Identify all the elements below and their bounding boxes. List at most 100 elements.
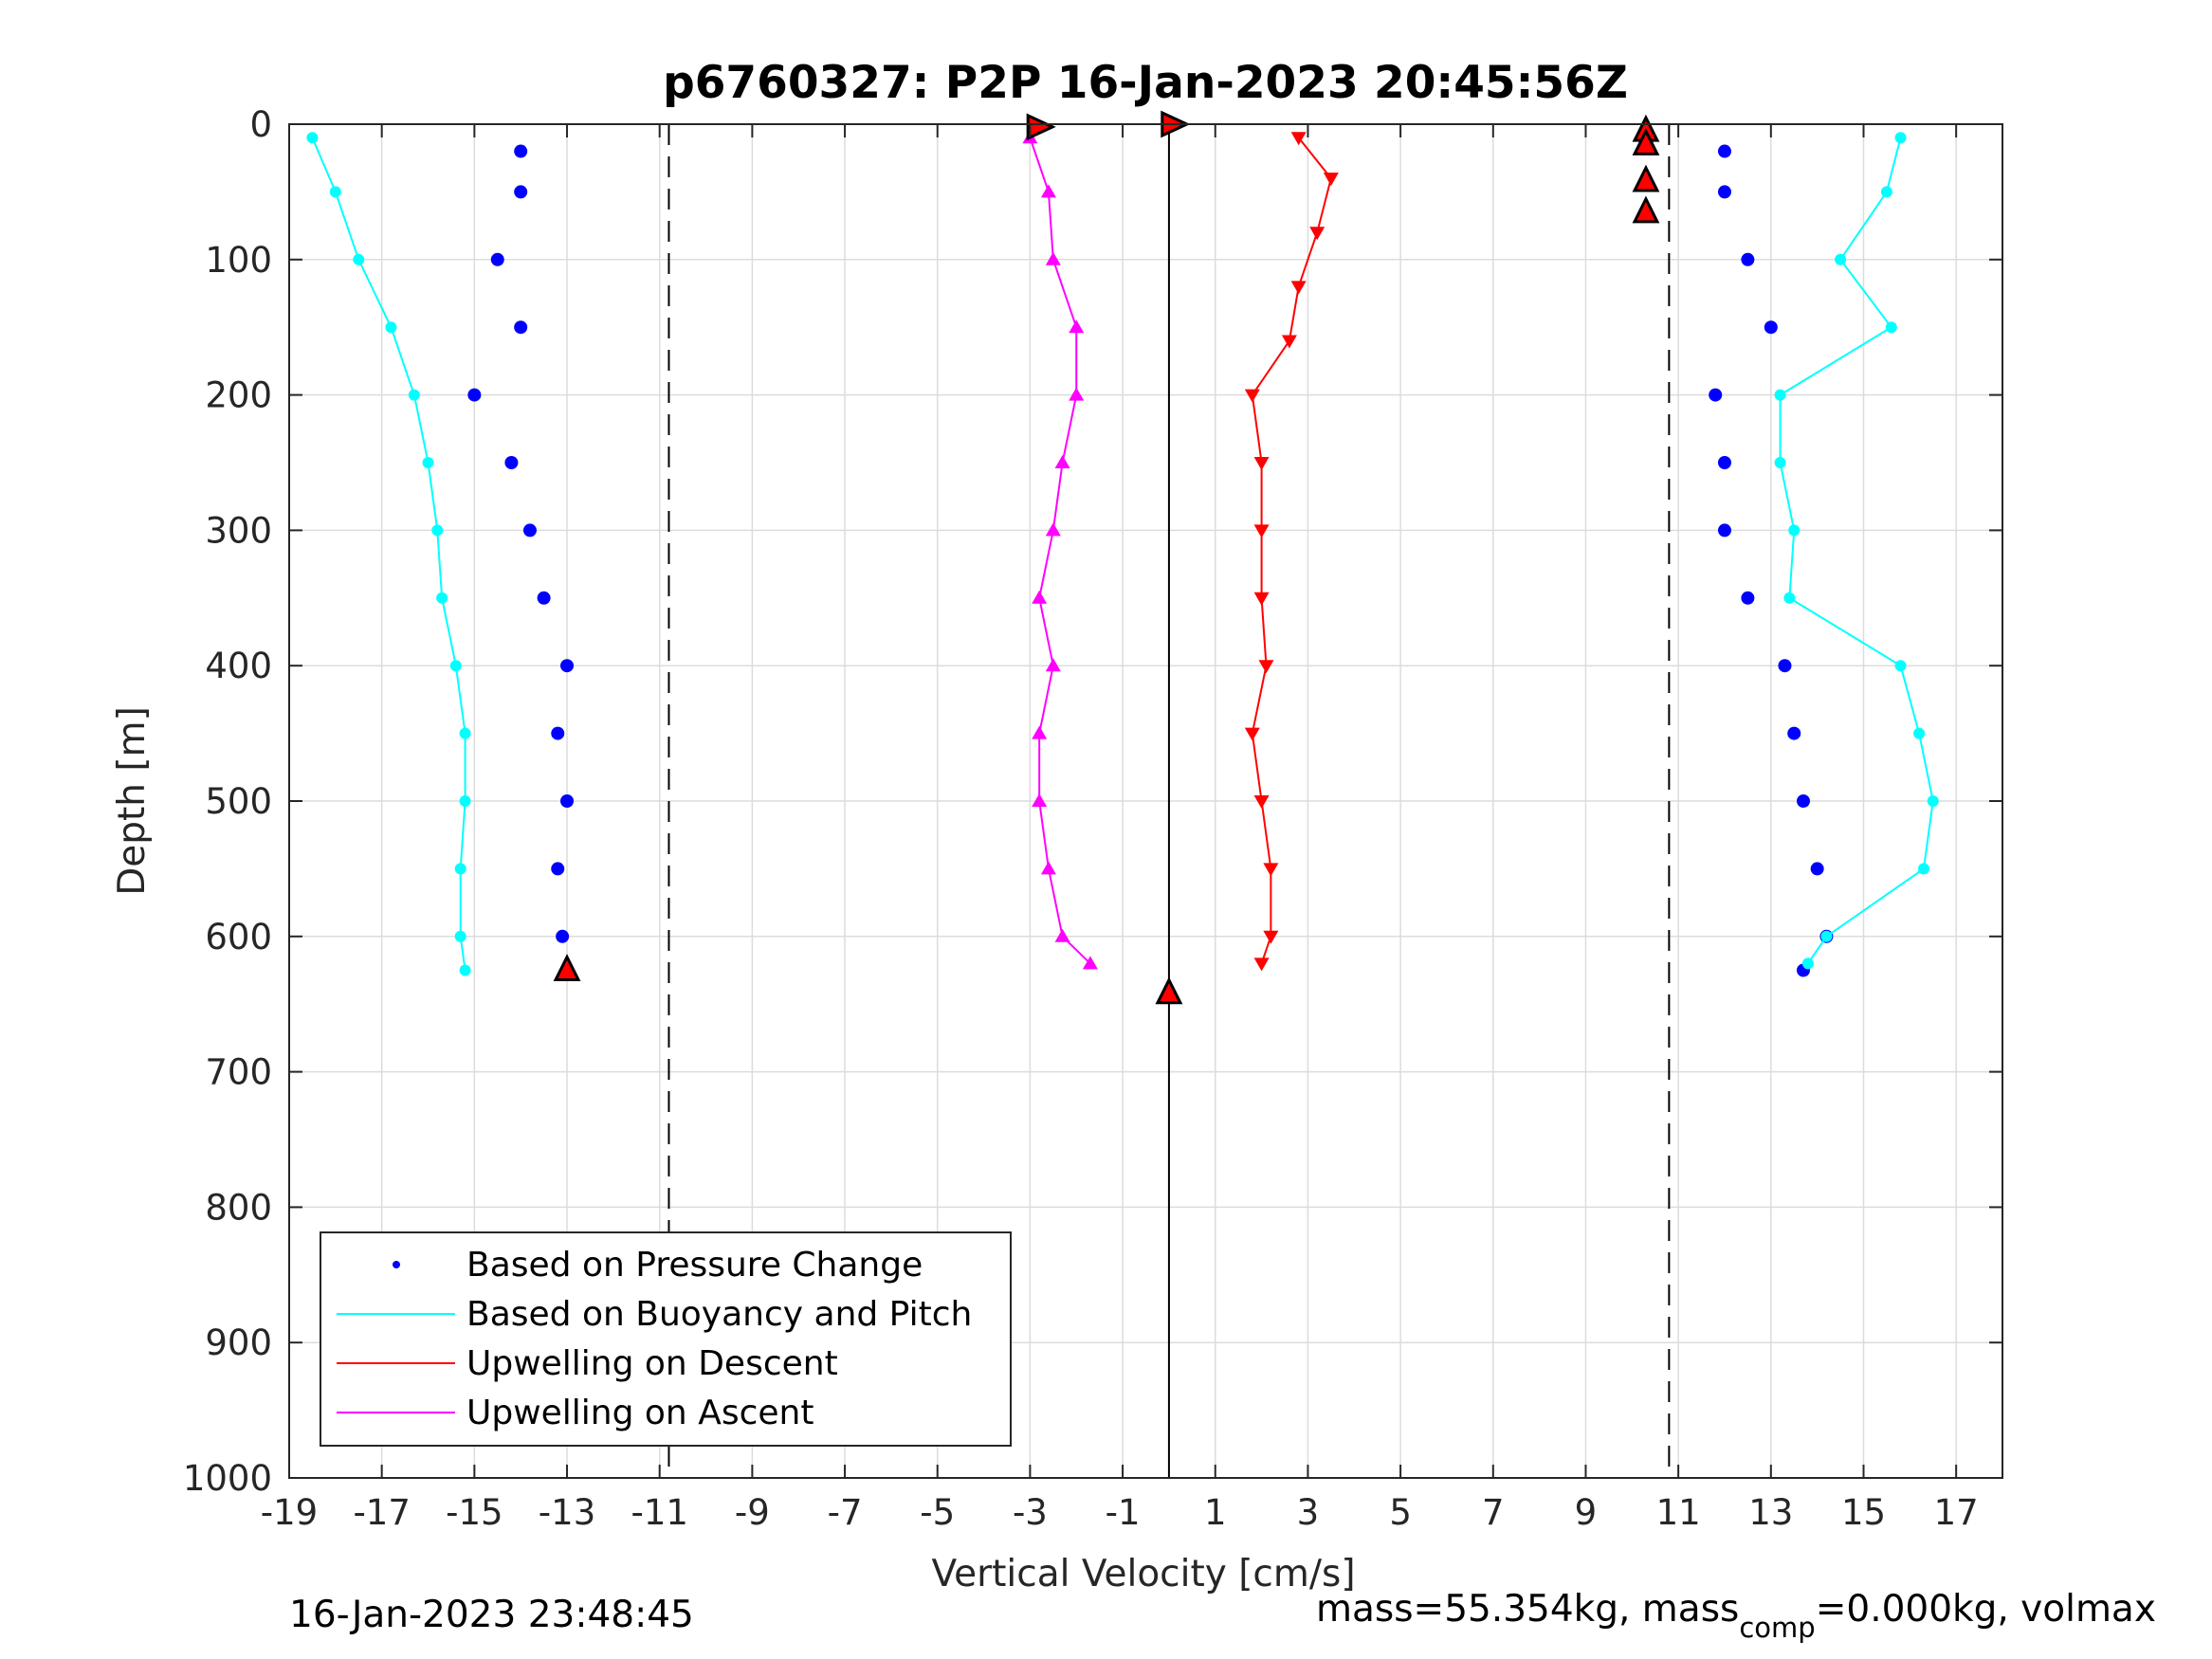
x-tick-label: -15 (446, 1492, 503, 1533)
data-point (1069, 319, 1085, 334)
legend-marker-pressure (393, 1261, 400, 1268)
x-tick-label: 3 (1297, 1492, 1320, 1533)
data-point (1894, 132, 1907, 144)
data-point (408, 389, 420, 401)
data-point (1040, 861, 1056, 875)
data-point (459, 964, 471, 976)
x-tick-label: -5 (920, 1492, 955, 1533)
data-point (1820, 930, 1833, 942)
data-point (1801, 957, 1814, 970)
footer-timestamp: 16-Jan-2023 23:48:45 (289, 1594, 694, 1636)
data-point (1032, 725, 1048, 739)
data-point (1913, 727, 1926, 739)
data-point (1788, 524, 1801, 537)
series-line (1779, 137, 1934, 964)
y-tick-label: 1000 (183, 1458, 272, 1499)
y-axis-ticks: 0 100 200 300 400 500 600 700 800 900 1000 (183, 104, 2002, 1499)
legend-label-buoyancy: Based on Buoyancy and Pitch (466, 1295, 972, 1334)
data-point (1290, 132, 1307, 146)
data-point (551, 726, 565, 740)
data-point (1040, 184, 1056, 198)
y-tick-label: 700 (205, 1052, 272, 1093)
legend-label-ascent: Upwelling on Ascent (466, 1394, 814, 1432)
data-point (353, 253, 365, 265)
data-point (436, 592, 448, 604)
data-point (1835, 253, 1847, 265)
x-tick-label: -1 (1106, 1492, 1141, 1533)
data-point (1045, 658, 1061, 672)
data-point (1032, 590, 1048, 604)
data-point (551, 862, 565, 876)
x-tick-label: 15 (1841, 1492, 1886, 1533)
event-marker (553, 954, 581, 981)
data-point (514, 144, 528, 158)
x-tick-label: -19 (261, 1492, 318, 1533)
data-point (1323, 173, 1339, 187)
data-point (459, 727, 471, 739)
x-tick-label: 13 (1748, 1492, 1793, 1533)
data-point (1774, 389, 1786, 401)
data-point (522, 523, 537, 538)
data-point (1290, 281, 1307, 295)
data-point (431, 524, 444, 537)
data-point (1796, 794, 1810, 808)
x-tick-label: 7 (1482, 1492, 1505, 1533)
x-axis-label: Vertical Velocity [cm/s] (931, 1553, 1355, 1595)
data-point (1082, 956, 1098, 970)
y-tick-label: 800 (205, 1187, 272, 1228)
data-point (1787, 726, 1801, 740)
data-point (1810, 862, 1824, 876)
data-point (454, 863, 466, 875)
y-tick-label: 600 (205, 917, 272, 957)
event-marker (1632, 195, 1660, 224)
x-tick-label: 1 (1204, 1492, 1227, 1533)
event-marker (1155, 976, 1183, 1005)
data-point (1309, 227, 1325, 241)
x-tick-label: 17 (1934, 1492, 1979, 1533)
data-point (560, 659, 575, 673)
data-point (1258, 660, 1274, 674)
data-point (1054, 455, 1070, 468)
y-tick-label: 400 (205, 646, 272, 686)
data-point (1894, 660, 1907, 672)
data-point (1281, 335, 1297, 349)
series-line (311, 137, 466, 971)
legend-label-descent: Upwelling on Descent (466, 1344, 838, 1383)
data-point (1717, 144, 1731, 158)
legend: Based on Pressure Change Based on Buoyan… (320, 1231, 1012, 1447)
data-point (556, 929, 570, 943)
data-point (1032, 793, 1048, 807)
y-tick-label: 200 (205, 375, 272, 416)
data-point (422, 457, 434, 468)
data-point (1069, 387, 1085, 401)
series-line (1029, 137, 1091, 965)
y-tick-label: 100 (205, 240, 272, 281)
event-marker (1632, 128, 1660, 155)
data-series (306, 130, 1939, 977)
data-point (1783, 592, 1796, 604)
x-tick-label: -9 (735, 1492, 770, 1533)
data-point (1263, 930, 1279, 944)
data-point (1709, 388, 1723, 402)
x-tick-label: -3 (1013, 1492, 1048, 1533)
data-point (1717, 456, 1731, 469)
x-tick-label: -11 (631, 1492, 687, 1533)
data-point (1885, 321, 1897, 334)
data-point (1764, 320, 1778, 335)
data-point (1244, 727, 1260, 741)
y-tick-label: 0 (249, 104, 272, 145)
data-point (1741, 591, 1755, 605)
legend-box (320, 1231, 1012, 1447)
y-tick-label: 900 (205, 1322, 272, 1363)
data-point (467, 388, 482, 402)
y-tick-label: 500 (205, 781, 272, 822)
data-point (1880, 186, 1892, 198)
event-marker (1026, 113, 1056, 141)
series-group (1774, 132, 1939, 970)
data-point (1263, 863, 1279, 877)
chart-title: p6760327: P2P 16-Jan-2023 20:45:56Z (663, 57, 1628, 109)
data-point (1717, 185, 1731, 199)
event-marker (1632, 164, 1660, 192)
data-point (1741, 252, 1755, 266)
data-point (1045, 522, 1061, 537)
